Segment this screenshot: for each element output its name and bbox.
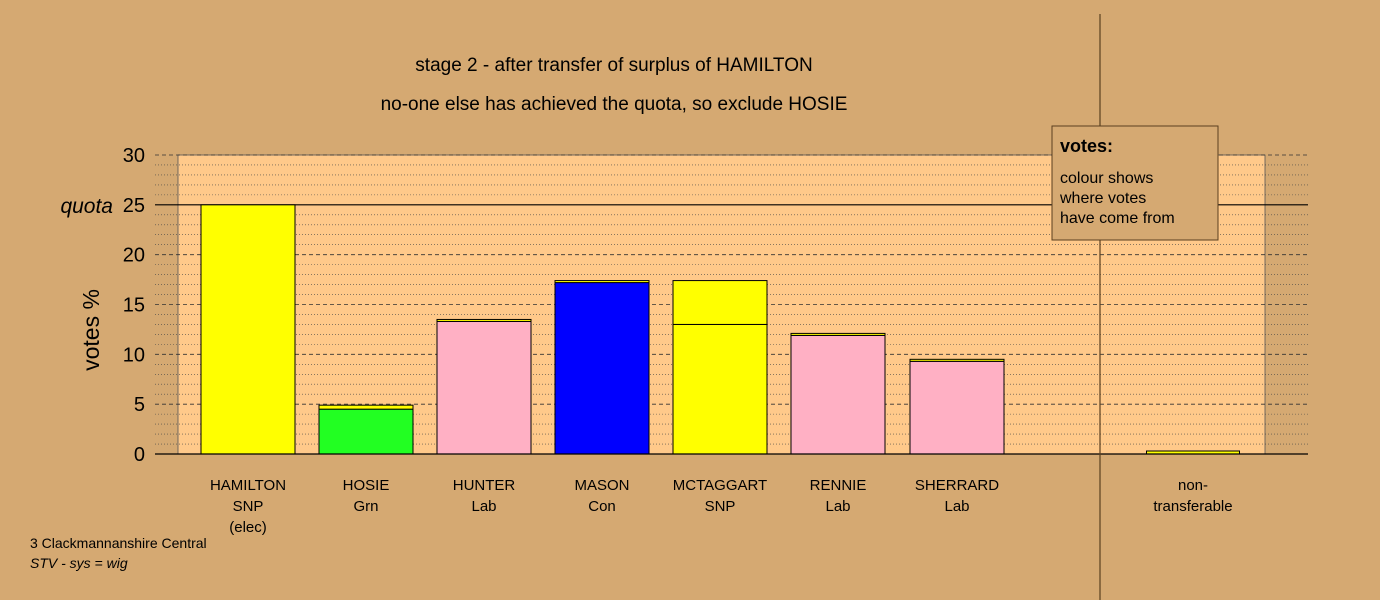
category-label: SNP <box>233 498 264 515</box>
y-tick-label: 5 <box>134 394 145 416</box>
bar-segment <box>554 280 650 284</box>
legend-text: colour shows <box>1060 170 1153 187</box>
category-label: transferable <box>1153 498 1232 515</box>
category-label: Lab <box>825 498 850 515</box>
y-axis-label: votes % <box>78 289 104 371</box>
bar-segment <box>672 323 768 455</box>
bar-segment <box>436 320 532 455</box>
bar-segment <box>909 360 1005 455</box>
category-label: MCTAGGART <box>673 477 767 494</box>
y-tick-label: 25 <box>123 195 145 217</box>
category-label: MASON <box>574 477 629 494</box>
bar-segment <box>436 318 532 322</box>
category-label: SNP <box>705 498 736 515</box>
bar-segment <box>318 404 414 410</box>
y-tick-label: 30 <box>123 145 145 167</box>
y-tick-label: 15 <box>123 295 145 317</box>
y-tick-label: 20 <box>123 245 145 267</box>
category-label: (elec) <box>229 519 267 536</box>
category-label: HUNTER <box>453 477 516 494</box>
footer-system: STV - sys = wig <box>30 555 128 571</box>
legend-title: votes: <box>1060 136 1113 156</box>
category-label: HAMILTON <box>210 477 286 494</box>
bar-segment <box>318 408 414 455</box>
category-label: Con <box>588 498 616 515</box>
bar-segment <box>200 204 296 455</box>
bar-segment <box>554 282 650 455</box>
category-label: Lab <box>944 498 969 515</box>
bar-segment <box>672 280 768 325</box>
category-label: Grn <box>353 498 378 515</box>
footer-constituency: 3 Clackmannanshire Central <box>30 535 207 551</box>
quota-label: quota <box>60 195 113 218</box>
category-label: RENNIE <box>810 477 867 494</box>
bar-segment <box>790 332 886 336</box>
category-label: HOSIE <box>343 477 390 494</box>
legend-text: where votes <box>1059 190 1146 207</box>
category-label: Lab <box>471 498 496 515</box>
y-tick-label: 0 <box>134 444 145 466</box>
y-tick-label: 10 <box>123 344 145 366</box>
legend-text: have come from <box>1060 210 1175 227</box>
category-label: non- <box>1178 477 1208 494</box>
legend-box <box>1051 125 1219 241</box>
category-label: SHERRARD <box>915 477 999 494</box>
chart-title: stage 2 - after transfer of surplus of H… <box>415 55 812 76</box>
bar-segment <box>790 334 886 455</box>
chart-subtitle: no-one else has achieved the quota, so e… <box>381 94 848 115</box>
bar-segment <box>909 358 1005 362</box>
